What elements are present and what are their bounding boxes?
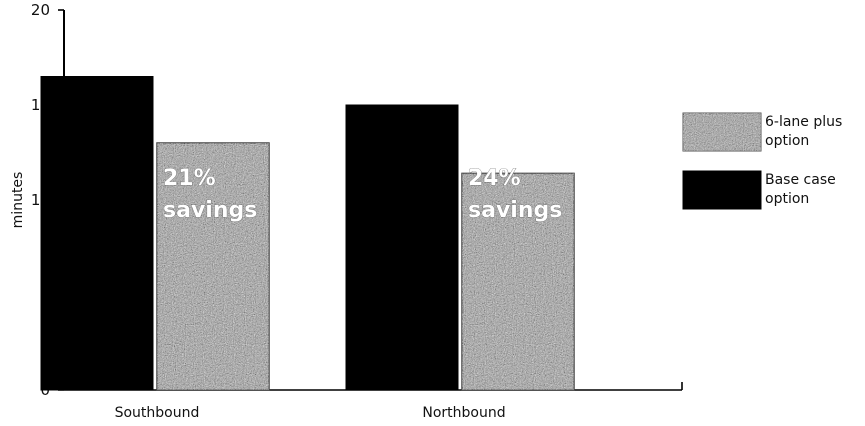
annotation-northbound-line-1: 24% [468, 166, 521, 191]
annotation-southbound-line-1: 21% [163, 166, 216, 191]
legend-swatch-base-case [682, 170, 762, 210]
legend-label-six-lane-plus-line-2: option [765, 133, 809, 149]
bar-annotations: 21% savings 24% savings [163, 166, 563, 224]
annotation-northbound-line-2: savings [468, 198, 562, 223]
legend-label-base-case-line-2: option [765, 191, 809, 207]
legend-label-six-lane-plus-line-1: 6-lane plus [765, 114, 842, 130]
y-axis-title: minutes [10, 172, 26, 229]
annotation-southbound-line-2: savings [163, 198, 257, 223]
category-label-northbound: Northbound [422, 405, 505, 421]
legend-label-base-case-line-1: Base case [765, 172, 836, 188]
category-label-southbound: Southbound [115, 405, 200, 421]
bar-northbound-base-case [345, 104, 459, 391]
legend-swatch-texture-six-lane-plus [683, 113, 761, 151]
bar-texture-southbound-six-lane-plus [157, 143, 269, 390]
legend: 6-lane plus option Base case option [682, 112, 842, 210]
bar-texture-northbound-six-lane-plus [462, 173, 574, 390]
bar-southbound-base-case [40, 76, 154, 391]
y-tick-label: 20 [31, 1, 50, 19]
bars [40, 76, 575, 391]
category-labels: Southbound Northbound [115, 405, 506, 421]
